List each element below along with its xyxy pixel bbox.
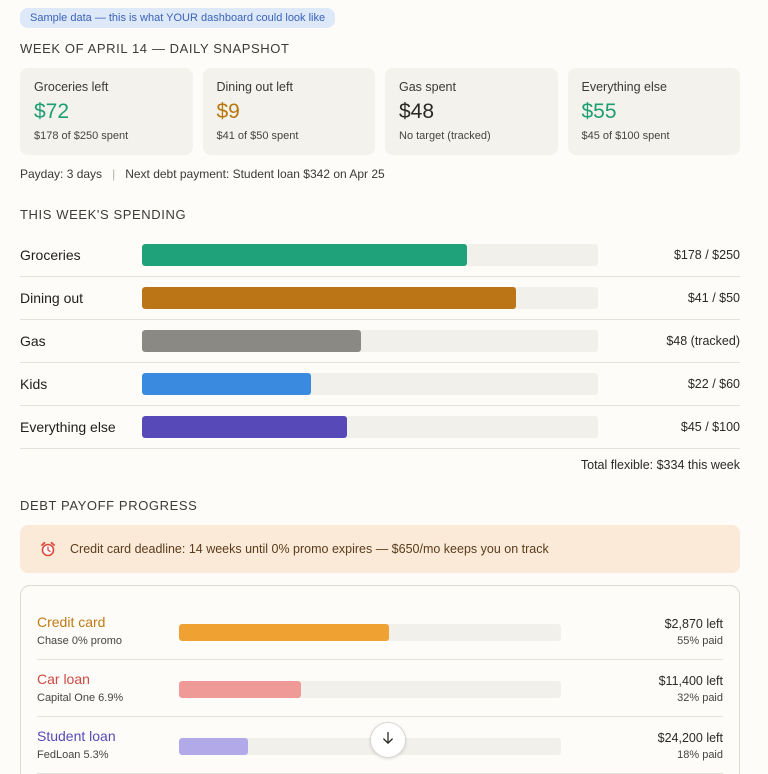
- spending-bar-fill: [142, 287, 516, 309]
- debt-name: Car loan: [37, 671, 90, 687]
- spending-bar-track: [142, 416, 598, 438]
- card-value: $9: [216, 100, 240, 123]
- debt-remaining: $2,870 left: [664, 617, 723, 631]
- card-sub: $41 of $50 spent: [216, 130, 299, 142]
- card-value: $55: [581, 100, 617, 123]
- debt-lender: Capital One 6.9%: [37, 692, 124, 704]
- spending-bar-track: [142, 244, 598, 266]
- card-label: Groceries left: [34, 80, 109, 94]
- alarm-clock-icon: [40, 541, 56, 557]
- payday-text: Payday: 3 days: [20, 167, 103, 181]
- debt-paid: 18% paid: [677, 749, 723, 761]
- spending-bar-track: [142, 330, 598, 352]
- card-label: Gas spent: [399, 80, 456, 94]
- spending-bar-fill: [142, 244, 467, 266]
- debt-bar-track: [179, 624, 561, 641]
- debt-name: Student loan: [37, 728, 116, 744]
- debt-row-car-loan: Car loan Capital One 6.9% $11,400 left 3…: [37, 660, 723, 717]
- total-flexible: Total flexible: $334 this week: [580, 458, 740, 472]
- card-everything-else: Everything else $55 $45 of $100 spent: [567, 68, 740, 155]
- spending-amount: $178 / $250: [673, 248, 740, 262]
- arrow-down-icon: [381, 731, 395, 750]
- alert-text: Credit card deadline: 14 weeks until 0% …: [70, 542, 549, 556]
- debt-lender: FedLoan 5.3%: [37, 749, 109, 761]
- debt-row-student-loan: Student loan FedLoan 5.3% $24,200 left 1…: [37, 717, 723, 774]
- sample-data-badge: Sample data — this is what YOUR dashboar…: [20, 8, 336, 28]
- debt-list: Credit card Chase 0% promo $2,870 left 5…: [20, 585, 740, 774]
- debt-bar-fill: [179, 681, 302, 698]
- card-dining-out: Dining out left $9 $41 of $50 spent: [202, 68, 375, 155]
- card-sub: $178 of $250 spent: [34, 130, 129, 142]
- card-gas: Gas spent $48 No target (tracked): [385, 68, 558, 155]
- spending-label: Gas: [20, 333, 46, 349]
- spending-label: Dining out: [20, 290, 84, 306]
- spending-amount: $45 / $100: [680, 420, 740, 434]
- scroll-down-button[interactable]: [370, 722, 406, 758]
- spending-list: Groceries $178 / $250 Dining out $41 / $…: [20, 234, 740, 449]
- spending-row-everything-else: Everything else $45 / $100: [20, 406, 740, 449]
- spending-bar-fill: [142, 373, 311, 395]
- card-groceries: Groceries left $72 $178 of $250 spent: [20, 68, 193, 155]
- spending-bar-fill: [142, 330, 361, 352]
- debt-title: DEBT PAYOFF PROGRESS: [20, 498, 198, 513]
- snapshot-title: WEEK OF APRIL 14 — DAILY SNAPSHOT: [20, 41, 290, 56]
- debt-bar-track: [179, 738, 561, 755]
- debt-remaining: $11,400 left: [658, 674, 723, 688]
- spending-row-gas: Gas $48 (tracked): [20, 320, 740, 363]
- debt-paid: 55% paid: [677, 635, 723, 647]
- spending-bar-track: [142, 287, 598, 309]
- spending-amount: $48 (tracked): [666, 334, 740, 348]
- debt-lender: Chase 0% promo: [37, 635, 122, 647]
- debt-bar-fill: [179, 738, 248, 755]
- spending-label: Everything else: [20, 419, 116, 435]
- spending-label: Groceries: [20, 247, 81, 263]
- debt-remaining: $24,200 left: [657, 731, 723, 745]
- payday-row: Payday: 3 days | Next debt payment: Stud…: [20, 167, 385, 181]
- deadline-alert: Credit card deadline: 14 weeks until 0% …: [20, 525, 740, 573]
- snapshot-cards: Groceries left $72 $178 of $250 spent Di…: [20, 68, 740, 155]
- debt-row-credit-card: Credit card Chase 0% promo $2,870 left 5…: [37, 603, 723, 660]
- card-sub: No target (tracked): [399, 130, 491, 142]
- debt-name: Credit card: [37, 614, 106, 630]
- card-value: $72: [34, 100, 70, 123]
- spending-row-kids: Kids $22 / $60: [20, 363, 740, 406]
- debt-bar-track: [179, 681, 561, 698]
- card-value: $48: [399, 100, 435, 123]
- spending-row-groceries: Groceries $178 / $250: [20, 234, 740, 277]
- card-label: Everything else: [581, 80, 667, 94]
- spending-label: Kids: [20, 376, 48, 392]
- spending-row-dining-out: Dining out $41 / $50: [20, 277, 740, 320]
- spending-amount: $41 / $50: [687, 291, 740, 305]
- debt-bar-fill: [179, 624, 390, 641]
- card-sub: $45 of $100 spent: [581, 130, 670, 142]
- spending-bar-track: [142, 373, 598, 395]
- spending-amount: $22 / $60: [687, 377, 740, 391]
- card-label: Dining out left: [216, 80, 293, 94]
- next-debt-text: Next debt payment: Student loan $342 on …: [125, 167, 385, 181]
- debt-paid: 32% paid: [677, 692, 723, 704]
- separator: |: [112, 167, 116, 181]
- spending-title: THIS WEEK'S SPENDING: [20, 207, 187, 222]
- spending-bar-fill: [142, 416, 348, 438]
